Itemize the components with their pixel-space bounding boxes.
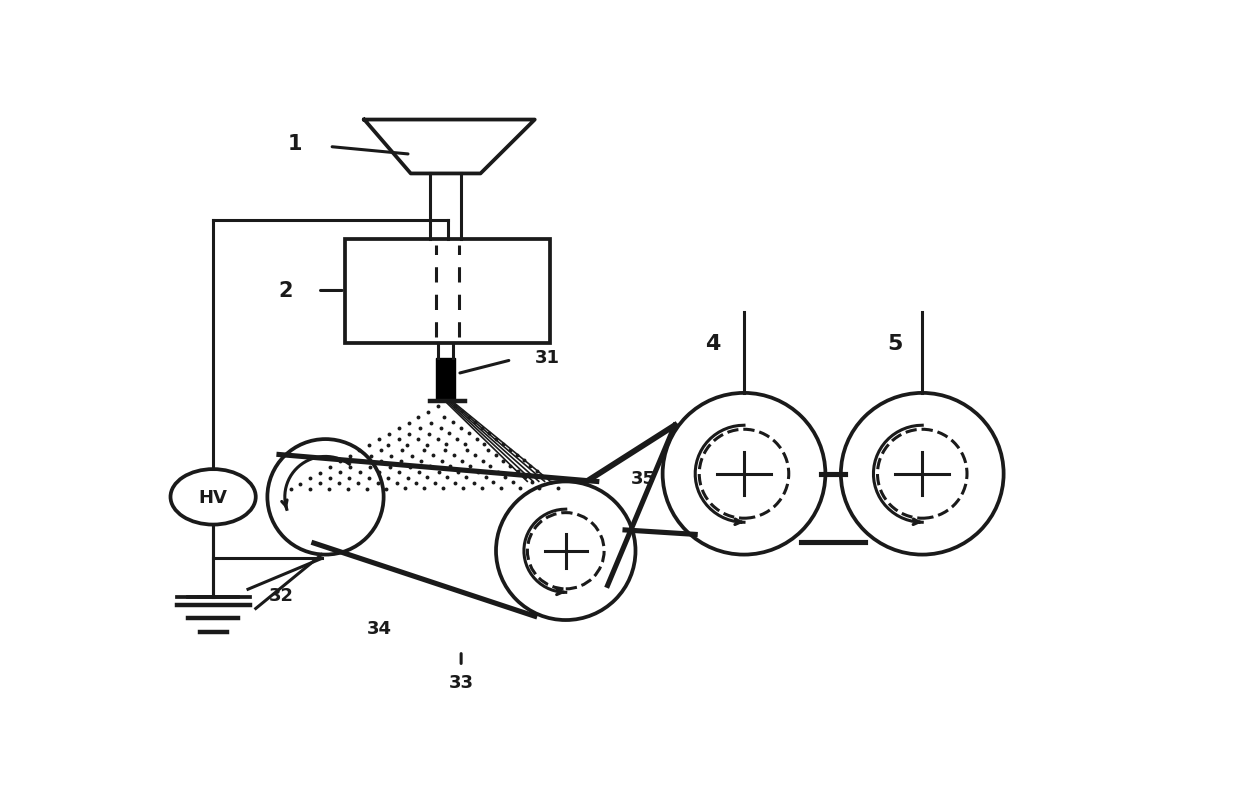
Circle shape [171, 470, 255, 525]
Bar [345, 239, 551, 343]
Ellipse shape [496, 482, 635, 620]
Text: 31: 31 [534, 348, 559, 367]
Ellipse shape [662, 393, 826, 555]
Text: 32: 32 [269, 586, 294, 605]
Text: 1: 1 [288, 134, 301, 153]
Text: 2: 2 [278, 281, 293, 301]
Text: 33: 33 [449, 673, 474, 691]
Text: 5: 5 [888, 333, 903, 354]
Ellipse shape [268, 440, 383, 555]
Text: HV: HV [198, 488, 228, 506]
Text: 35: 35 [631, 469, 656, 487]
Text: 34: 34 [367, 619, 392, 637]
Polygon shape [436, 358, 455, 401]
Ellipse shape [841, 393, 1003, 555]
Text: 4: 4 [706, 333, 720, 354]
